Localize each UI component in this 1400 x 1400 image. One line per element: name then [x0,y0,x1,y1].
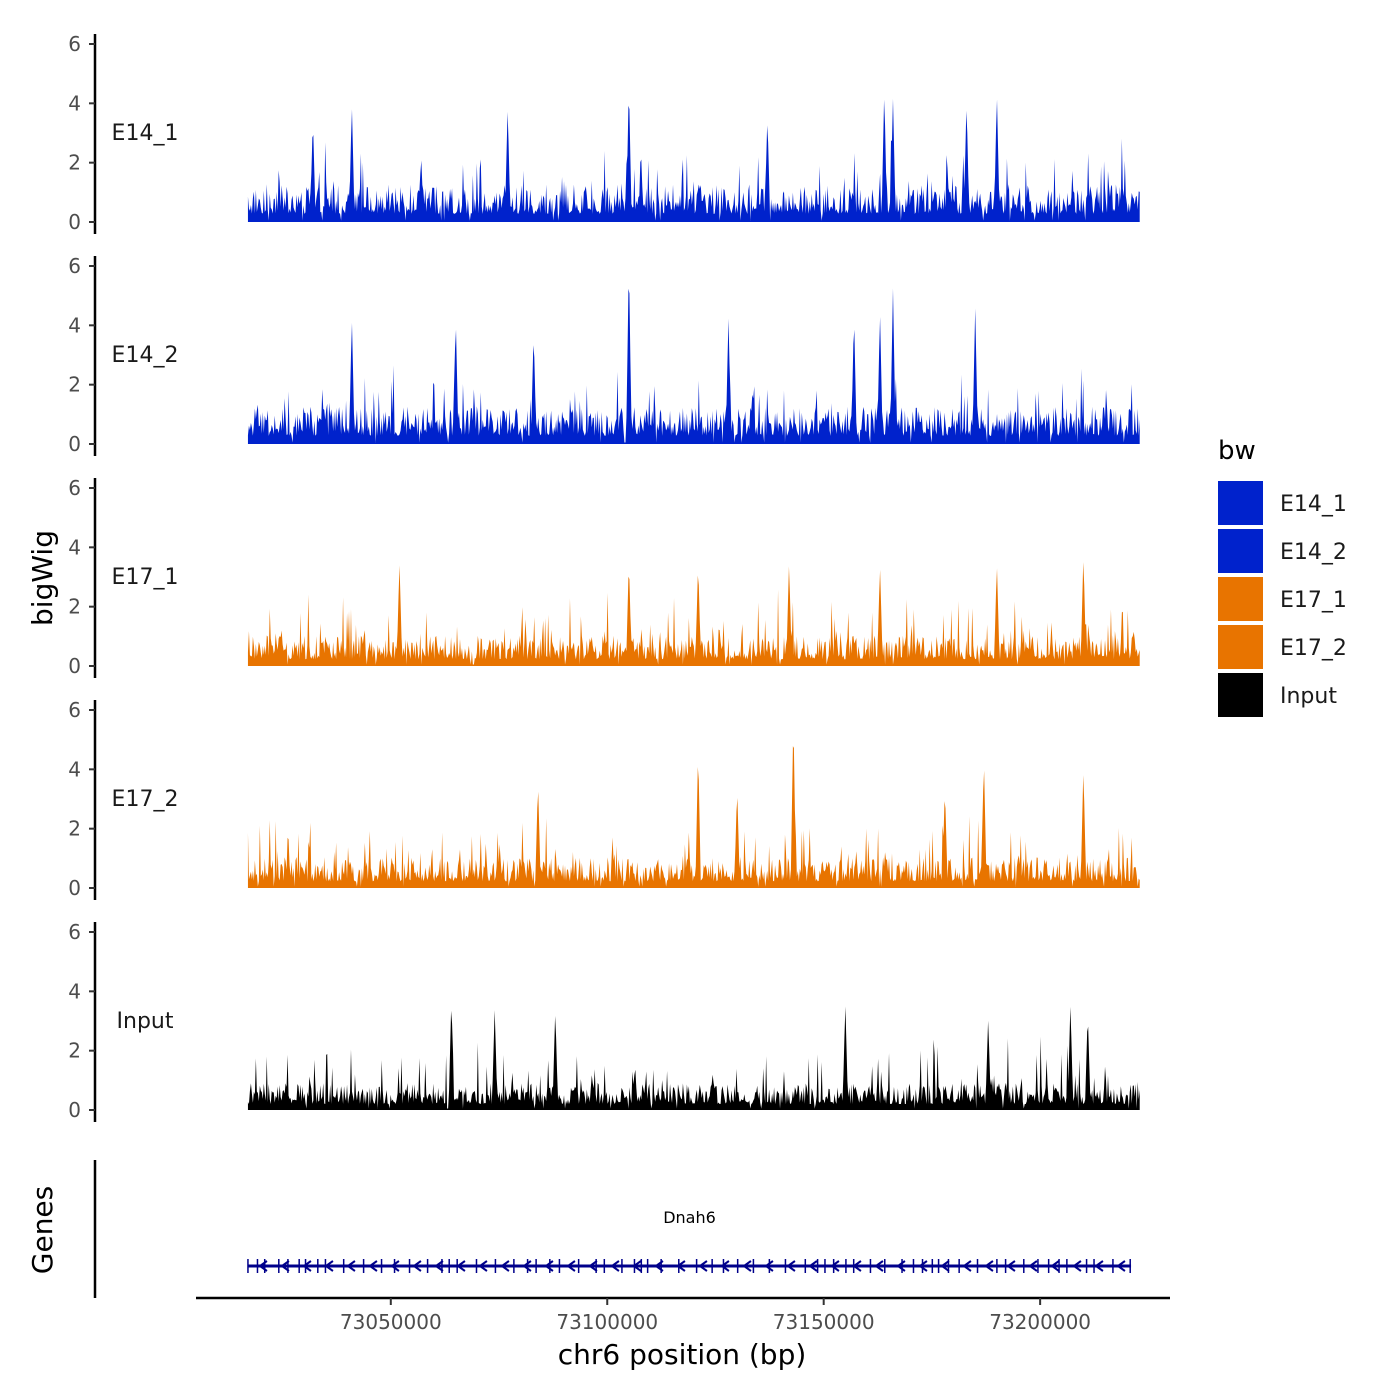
x-tick-label: 73200000 [989,1310,1091,1334]
genes-axis-title: Genes [26,1186,59,1274]
y-tick-label: 2 [68,373,81,397]
strand-arrow [566,1260,576,1272]
strand-arrow [896,1260,906,1272]
x-tick-label: 73150000 [773,1310,875,1334]
strand-arrow [676,1260,686,1272]
y-axis-title: bigWig [26,530,59,626]
y-tick-label: 0 [68,432,81,456]
signal-area-E14_1 [247,98,1140,222]
y-tick-label: 4 [68,979,81,1003]
strand-arrow [368,1260,378,1272]
y-tick-label: 6 [68,254,81,278]
legend-label: E17_2 [1280,636,1347,661]
strand-arrow [632,1260,642,1272]
strand-arrow [874,1260,884,1272]
x-tick-label: 73100000 [556,1310,658,1334]
track-Input: 0 2 4 6 Input [68,920,1140,1122]
strand-arrow [500,1260,510,1272]
legend-swatch-E17_1 [1218,577,1263,621]
strand-arrow [456,1260,466,1272]
track-label: E17_1 [112,565,179,590]
legend-label: E14_2 [1280,540,1347,565]
y-tick-label: 4 [68,91,81,115]
strand-arrow [1094,1260,1104,1272]
strand-arrow [1116,1260,1126,1272]
strand-arrow [720,1260,730,1272]
y-tick-label: 0 [68,1098,81,1122]
strand-arrow [698,1260,708,1272]
strand-arrow [522,1260,532,1272]
legend: bw E14_1 E14_2 E17_1 E17_2 Input [1218,436,1347,717]
track-E14_1: 0 2 4 6 E14_1 [68,32,1140,234]
y-tick-label: 6 [68,476,81,500]
strand-arrow [346,1260,356,1272]
x-tick-label: 73050000 [340,1310,442,1334]
strand-arrow [742,1260,752,1272]
legend-swatch-Input [1218,673,1263,717]
y-tick-label: 0 [68,654,81,678]
y-tick-label: 0 [68,210,81,234]
strand-arrow [1028,1260,1038,1272]
track-label: E14_1 [112,121,179,146]
legend-swatch-E17_2 [1218,625,1263,669]
tracks-group: 0 2 4 6 E14_1 0 2 4 6 E14_2 0 2 4 6 E17_1 0 2 4 6 E17_2 0 2 4 6… [68,32,1140,1122]
legend-label: E14_1 [1280,492,1347,517]
strand-arrow [434,1260,444,1272]
signal-area-E17_1 [247,562,1140,666]
strand-arrow [852,1260,862,1272]
strand-arrow [654,1260,664,1272]
y-tick-label: 2 [68,817,81,841]
strand-arrow [478,1260,488,1272]
gene-name-label: Dnah6 [663,1208,716,1227]
strand-arrow [544,1260,554,1272]
legend-swatch-E14_1 [1218,481,1263,525]
signal-area-E14_2 [247,288,1140,444]
track-label: E14_2 [112,343,179,368]
y-tick-label: 2 [68,151,81,175]
strand-arrow [324,1260,334,1272]
strand-arrow [918,1260,928,1272]
strand-arrow [412,1260,422,1272]
track-E17_1: 0 2 4 6 E17_1 [68,476,1140,678]
signal-area-Input [247,1006,1140,1110]
signal-area-E17_2 [247,746,1140,888]
legend-label: Input [1280,684,1337,709]
y-tick-label: 0 [68,876,81,900]
strand-arrow [610,1260,620,1272]
strand-arrow [786,1260,796,1272]
y-tick-label: 6 [68,32,81,56]
y-tick-label: 2 [68,1039,81,1063]
track-E17_2: 0 2 4 6 E17_2 [68,698,1140,900]
strand-arrow [280,1260,290,1272]
track-label: Input [117,1009,174,1034]
strand-arrow [302,1260,312,1272]
y-tick-label: 6 [68,698,81,722]
strand-arrow [390,1260,400,1272]
strand-arrow [984,1260,994,1272]
gene-track: Dnah6 [93,1160,1132,1298]
strand-arrow [258,1260,268,1272]
strand-arrow [1006,1260,1016,1272]
x-axis: 73050000 73100000 73150000 73200000 [196,1296,1170,1334]
track-E14_2: 0 2 4 6 E14_2 [68,254,1140,456]
legend-label: E17_1 [1280,588,1347,613]
legend-title: bw [1218,436,1256,466]
strand-arrow [962,1260,972,1272]
strand-arrow [1072,1260,1082,1272]
legend-swatch-E14_2 [1218,529,1263,573]
strand-arrow [830,1260,840,1272]
strand-arrow [764,1260,774,1272]
y-tick-label: 6 [68,920,81,944]
y-tick-label: 4 [68,757,81,781]
track-label: E17_2 [112,787,179,812]
strand-arrow [588,1260,598,1272]
strand-arrow [808,1260,818,1272]
y-tick-label: 4 [68,535,81,559]
y-tick-label: 4 [68,313,81,337]
strand-arrow [1050,1260,1060,1272]
strand-arrow [940,1260,950,1272]
y-tick-label: 2 [68,595,81,619]
x-axis-title: chr6 position (bp) [558,1338,807,1371]
